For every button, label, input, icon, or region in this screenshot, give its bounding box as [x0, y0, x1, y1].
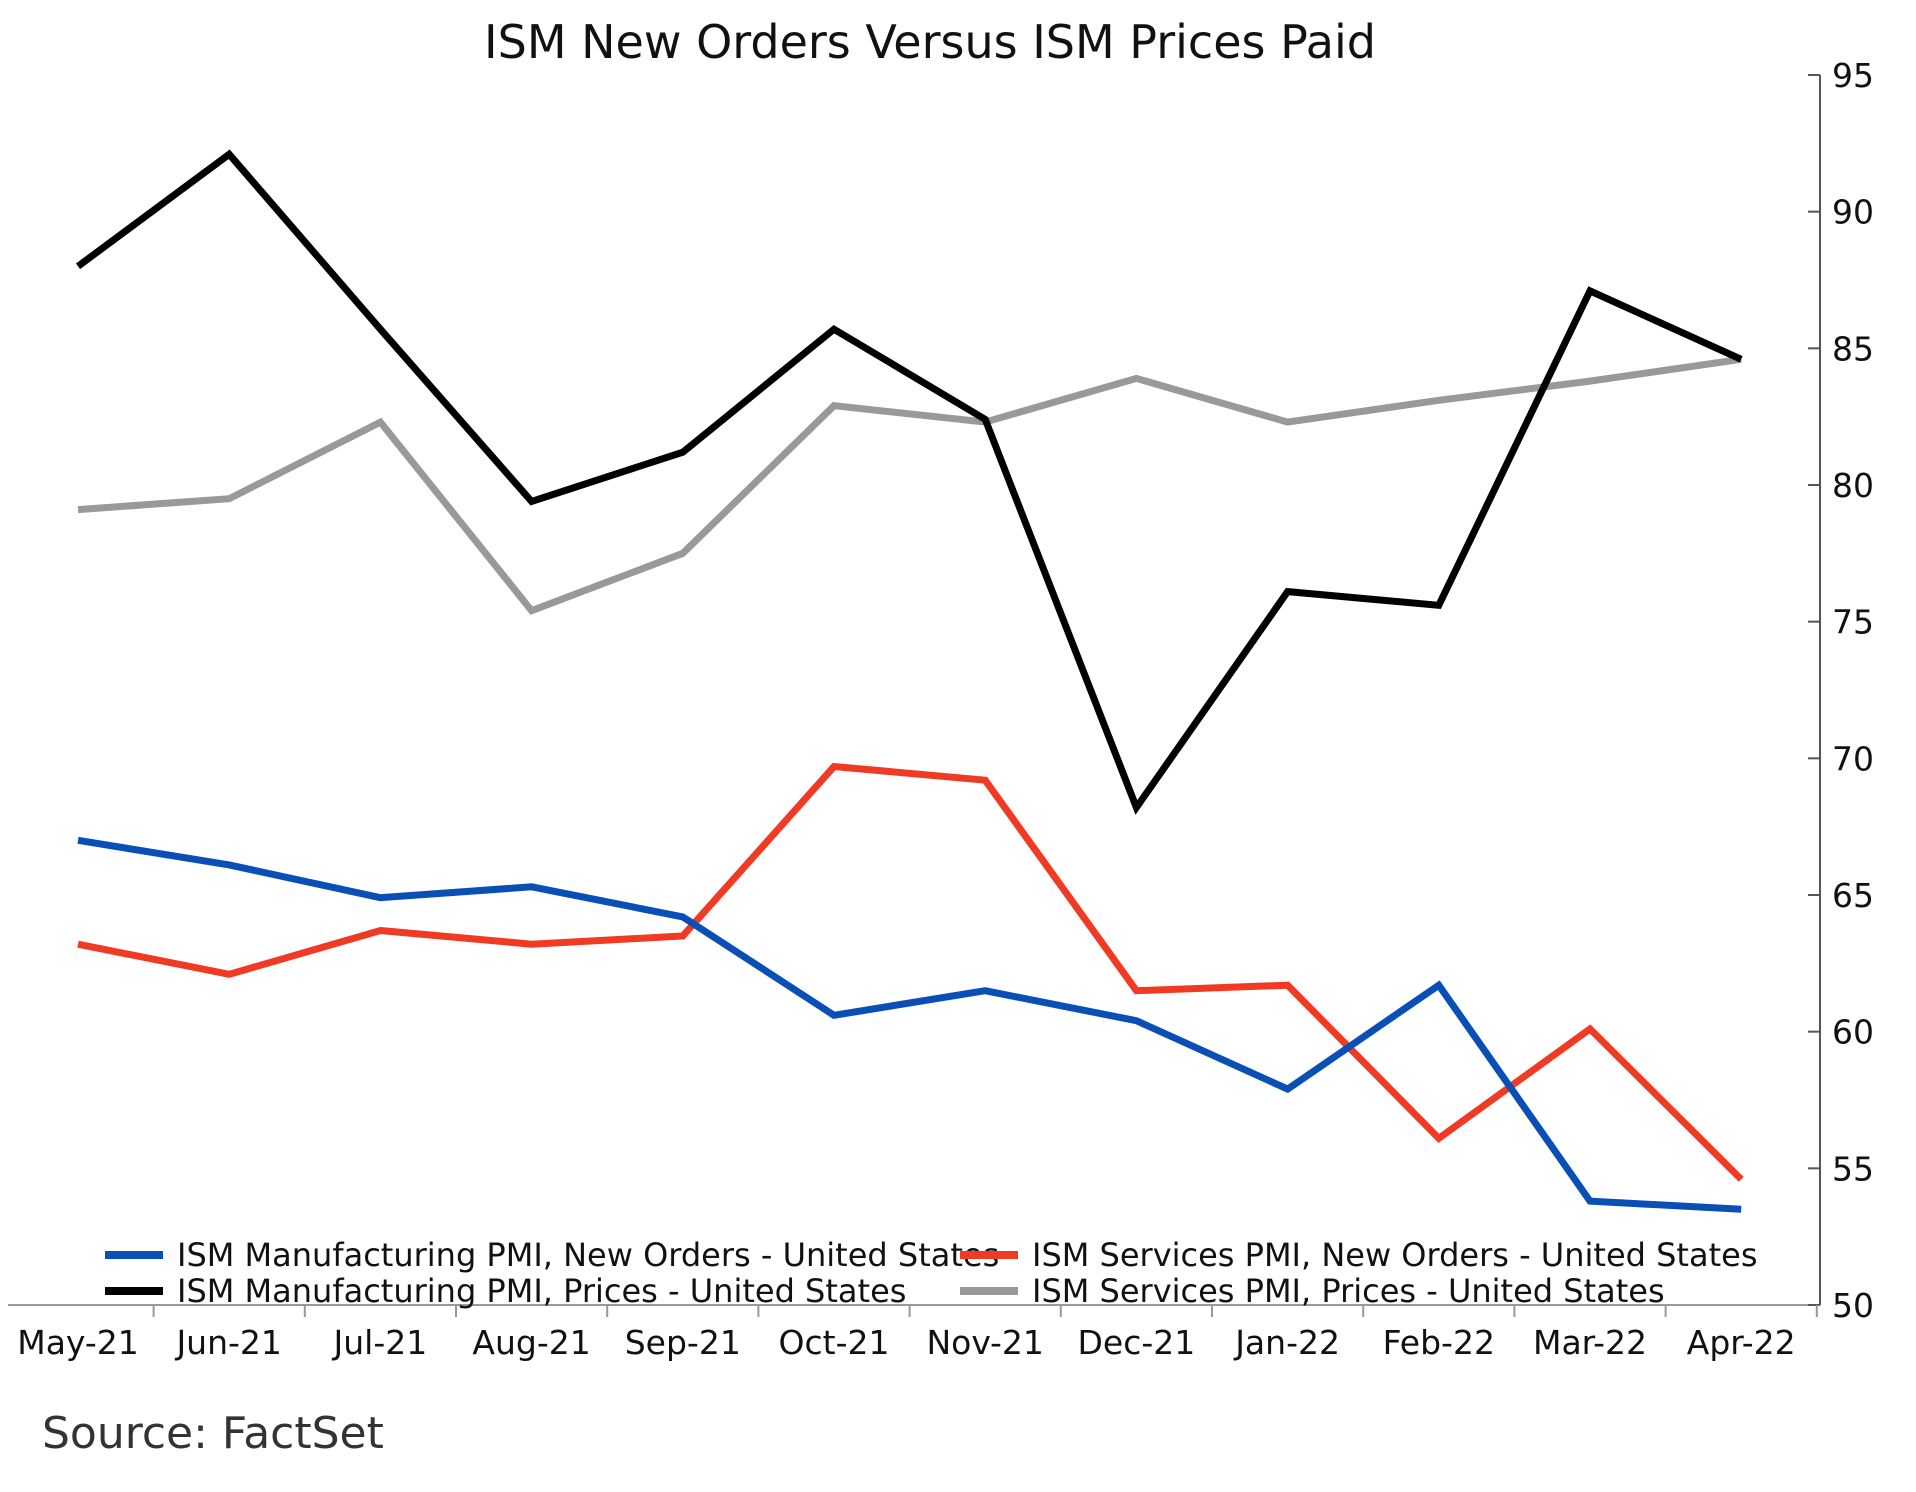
x-tick-label: Jan-22	[1233, 1323, 1340, 1362]
x-tick-label: Nov-21	[926, 1323, 1043, 1362]
series-lines	[75, 149, 1744, 1213]
x-tick-label: May-21	[17, 1323, 139, 1362]
y-tick-label: 50	[1832, 1286, 1874, 1325]
x-tick-label: Jun-21	[174, 1323, 281, 1362]
y-tick-label: 90	[1832, 193, 1874, 232]
series-line-3	[75, 149, 1743, 815]
axes: 50 55 60 65 70 75 80 85 90 95 May-21 Jun-21 Jul-21 Au…	[8, 56, 1874, 1362]
chart-title: ISM New Orders Versus ISM Prices Paid	[484, 15, 1376, 69]
x-tick-label: Dec-21	[1078, 1323, 1196, 1362]
y-tick-label: 60	[1832, 1013, 1874, 1052]
legend-label: ISM Services PMI, New Orders - United St…	[1032, 1236, 1757, 1274]
y-tick-label: 55	[1832, 1149, 1874, 1188]
y-tick-label: 65	[1832, 876, 1874, 915]
y-tick-label: 75	[1832, 603, 1874, 642]
x-tick-label: Feb-22	[1383, 1323, 1495, 1362]
x-tick-label: Aug-21	[472, 1323, 590, 1362]
y-tick-label: 80	[1832, 466, 1874, 505]
series-line-1	[77, 836, 1742, 1213]
legend-label: ISM Manufacturing PMI, New Orders - Unit…	[177, 1236, 999, 1274]
legend: ISM Manufacturing PMI, New Orders - Unit…	[105, 1236, 1757, 1310]
x-tick-label: Mar-22	[1533, 1323, 1647, 1362]
x-tick-label: Apr-22	[1687, 1323, 1796, 1362]
y-tick-label: 95	[1832, 56, 1874, 95]
y-tick-label: 70	[1832, 739, 1874, 778]
x-tick-label: Jul-21	[332, 1323, 428, 1362]
source-note: Source: FactSet	[42, 1408, 384, 1459]
x-tick-label: Sep-21	[625, 1323, 741, 1362]
x-tick-label: Oct-21	[779, 1323, 890, 1362]
y-tick-label: 85	[1832, 329, 1874, 368]
series-line-4	[77, 355, 1742, 615]
series-line-2	[77, 762, 1744, 1182]
legend-label: ISM Services PMI, Prices - United States	[1032, 1272, 1665, 1310]
legend-label: ISM Manufacturing PMI, Prices - United S…	[177, 1272, 906, 1310]
